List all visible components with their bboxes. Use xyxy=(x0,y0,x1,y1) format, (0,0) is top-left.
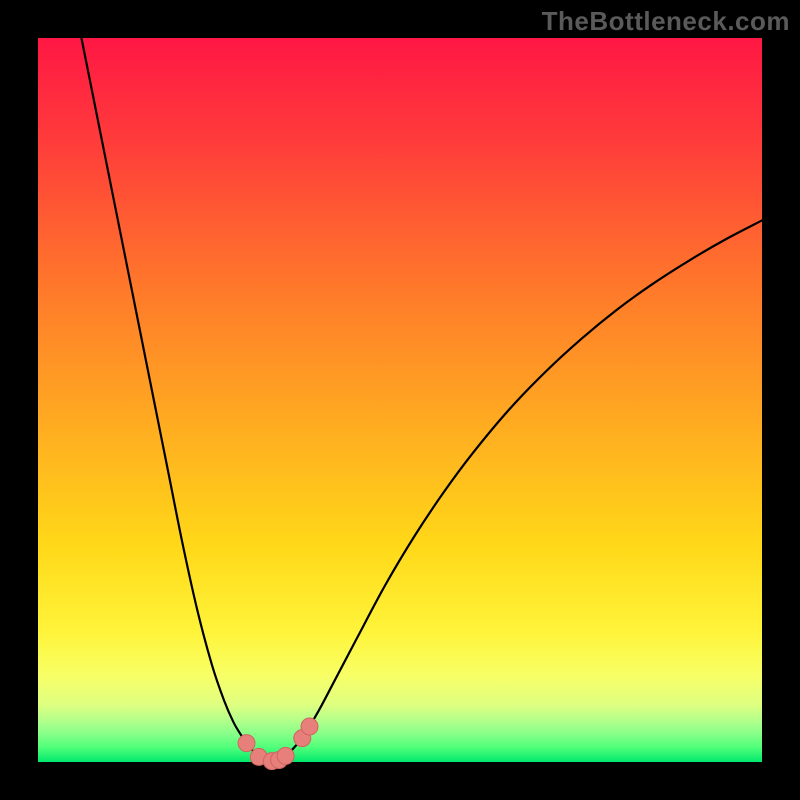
chart-frame: TheBottleneck.com xyxy=(0,0,800,800)
plot-background xyxy=(38,38,762,762)
watermark-text: TheBottleneck.com xyxy=(542,6,790,37)
